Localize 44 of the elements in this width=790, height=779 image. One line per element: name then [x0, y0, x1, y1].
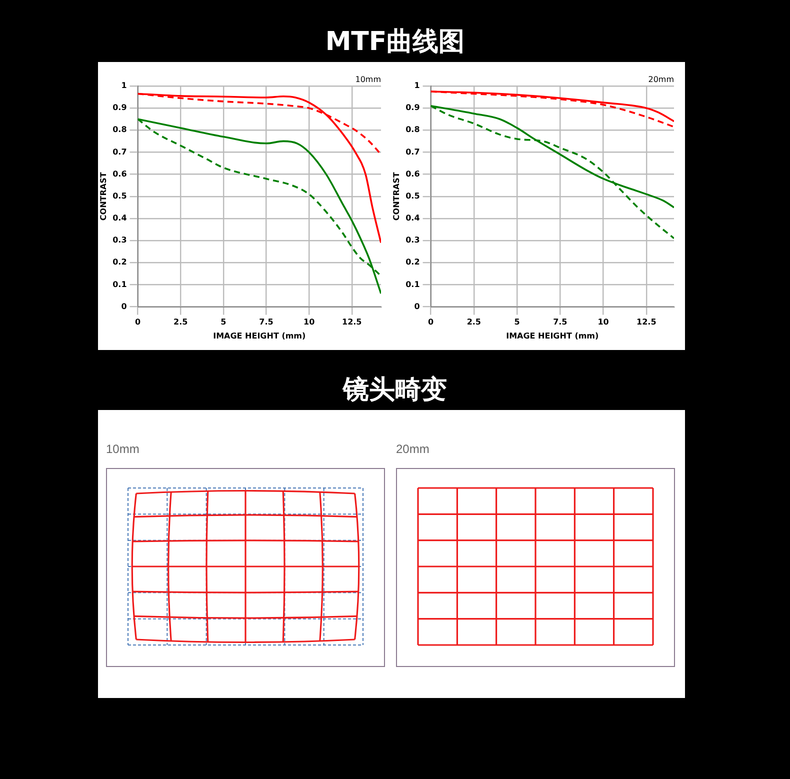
y-tick-label: 0.2: [406, 258, 420, 267]
x-tick-label: 10: [303, 318, 316, 327]
x-tick-label: 5: [514, 318, 520, 327]
y-tick-label: 0.5: [112, 191, 128, 200]
y-tick-label: 0.4: [406, 214, 420, 223]
y-axis-title: CONTRAST: [98, 172, 108, 221]
y-tick-label: 1: [414, 81, 420, 90]
y-tick-label: 1: [121, 81, 128, 90]
y-tick-label: 0.6: [112, 169, 128, 178]
y-tick-label: 0: [414, 302, 420, 311]
text: 镜头畸变: [341, 374, 448, 407]
y-tick-label: 0.1: [406, 280, 420, 289]
x-tick-label: 7.5: [259, 318, 274, 327]
y-tick-label: 0.3: [112, 236, 127, 245]
y-tick-label: 0: [121, 302, 128, 311]
x-tick-label: 2.5: [174, 318, 188, 327]
text: 10mm: [355, 75, 382, 84]
x-axis-title: IMAGE HEIGHT (mm): [506, 331, 599, 340]
x-tick-label: 2.5: [466, 318, 482, 327]
text: 20mm: [648, 75, 674, 84]
y-tick-label: 0.3: [406, 236, 420, 245]
x-tick-label: 0: [134, 318, 141, 327]
text: 10mm: [106, 442, 140, 456]
y-axis-title: CONTRAST: [392, 172, 401, 221]
y-tick-label: 0.8: [406, 125, 420, 134]
y-tick-label: 0.6: [406, 169, 420, 178]
y-tick-label: 0.7: [406, 147, 420, 156]
x-tick-label: 12.5: [342, 318, 362, 327]
x-tick-label: 10: [598, 318, 610, 327]
y-tick-label: 0.9: [112, 103, 128, 112]
x-tick-label: 0: [428, 318, 434, 327]
x-tick-label: 5: [220, 318, 227, 327]
y-tick-label: 0.4: [112, 214, 128, 223]
chart-title: MTF曲线图: [324, 26, 466, 59]
y-tick-label: 0.1: [112, 280, 128, 289]
y-tick-label: 0.9: [406, 103, 420, 112]
x-tick-label: 7.5: [553, 318, 568, 327]
y-tick-label: 0.5: [406, 191, 420, 200]
x-tick-label: 12.5: [636, 318, 657, 327]
y-tick-label: 0.2: [112, 258, 127, 267]
y-tick-label: 0.7: [112, 147, 127, 156]
x-axis-title: IMAGE HEIGHT (mm): [213, 331, 306, 340]
text: 20mm: [396, 442, 430, 456]
y-tick-label: 0.8: [112, 125, 128, 134]
